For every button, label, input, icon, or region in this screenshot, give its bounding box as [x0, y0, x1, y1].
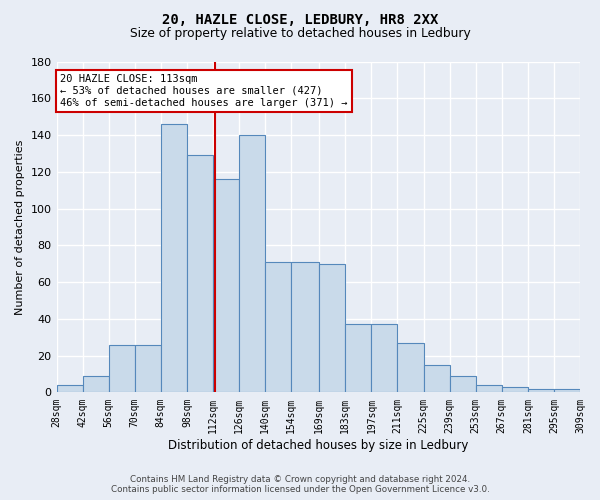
Bar: [161, 124, 187, 392]
Text: Size of property relative to detached houses in Ledbury: Size of property relative to detached ho…: [130, 28, 470, 40]
Bar: [291, 262, 319, 392]
Bar: [239, 135, 265, 392]
Text: 20, HAZLE CLOSE, LEDBURY, HR8 2XX: 20, HAZLE CLOSE, LEDBURY, HR8 2XX: [162, 12, 438, 26]
Bar: [397, 343, 424, 392]
Bar: [265, 262, 291, 392]
Bar: [187, 156, 213, 392]
Bar: [135, 344, 161, 393]
Bar: [554, 389, 580, 392]
Bar: [371, 324, 397, 392]
Text: 20 HAZLE CLOSE: 113sqm
← 53% of detached houses are smaller (427)
46% of semi-de: 20 HAZLE CLOSE: 113sqm ← 53% of detached…: [60, 74, 348, 108]
Bar: [424, 365, 449, 392]
Bar: [56, 385, 83, 392]
Text: Contains HM Land Registry data © Crown copyright and database right 2024.
Contai: Contains HM Land Registry data © Crown c…: [110, 474, 490, 494]
Bar: [502, 387, 528, 392]
X-axis label: Distribution of detached houses by size in Ledbury: Distribution of detached houses by size …: [168, 440, 469, 452]
Bar: [319, 264, 345, 392]
Bar: [476, 385, 502, 392]
Y-axis label: Number of detached properties: Number of detached properties: [15, 140, 25, 314]
Bar: [528, 389, 554, 392]
Bar: [345, 324, 371, 392]
Bar: [109, 344, 135, 393]
Bar: [213, 179, 239, 392]
Bar: [83, 376, 109, 392]
Bar: [449, 376, 476, 392]
